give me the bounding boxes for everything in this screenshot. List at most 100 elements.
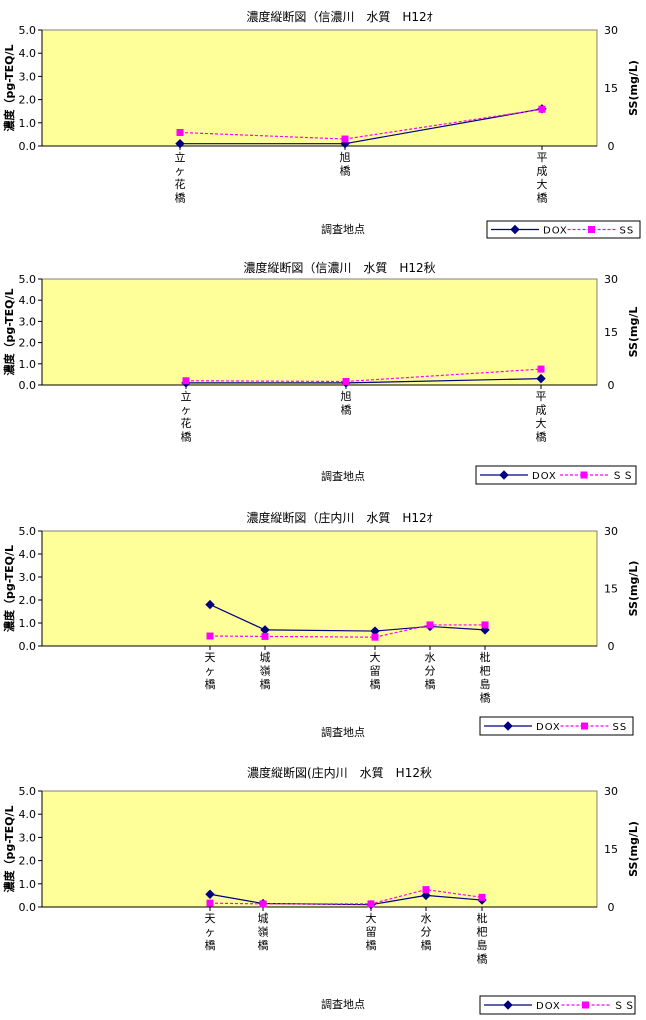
legend: DOX ＳＳ: [479, 995, 636, 1015]
data-point: [341, 135, 349, 143]
y-tick-label: 4.0: [19, 294, 37, 307]
legend-box: [479, 716, 634, 736]
category-label: 大留橋: [366, 911, 377, 952]
legend-box: [486, 220, 641, 239]
legend: DOX SS: [479, 716, 634, 736]
category-label: 水分橋: [425, 651, 436, 691]
legend-label: SS: [613, 722, 628, 733]
legend: DOX ＳＳ: [475, 465, 637, 485]
y2-tick-label: 0: [608, 379, 615, 392]
series-ss-2: [176, 105, 546, 143]
data-point: [481, 621, 489, 629]
data-point: [176, 128, 184, 136]
y-tick-label: 5.0: [19, 785, 37, 798]
y-axis-label: 濃度（pg-TEQ/L: [2, 44, 16, 131]
x-axis-label: 調査地点: [321, 222, 365, 236]
category-label: 城嶺橋: [260, 651, 271, 691]
legend-marker: [510, 224, 520, 235]
y-tick-label: 1.0: [19, 878, 37, 891]
data-point: [175, 138, 185, 149]
plot-area: [41, 530, 598, 647]
category-label: 立ヶ花橋: [175, 150, 186, 205]
y2-tick-label: 15: [604, 583, 618, 596]
legend-label: DOX: [536, 1001, 561, 1012]
y-tick-label: 3.0: [19, 831, 37, 844]
data-point: [259, 900, 267, 908]
legend-marker: [588, 226, 595, 233]
chart-title: 濃度縦断図（庄内川 水質 H12ｵ: [246, 510, 432, 525]
x-axis-label: 調査地点: [321, 725, 365, 739]
y-tick-label: 2.0: [19, 594, 37, 607]
y-tick-label: 1.0: [19, 358, 37, 371]
y-axis-label: 濃度（pg-TEQ/L: [2, 288, 16, 375]
legend-label: DOX: [536, 722, 561, 733]
legend-label: ＳＳ: [612, 471, 634, 482]
category-label: 城嶺橋: [258, 912, 269, 952]
y-tick-label: 4.0: [19, 47, 37, 60]
legend-box: [479, 995, 636, 1015]
y2-axis-label: SS(mg/L): [627, 821, 640, 877]
y-tick-label: 1.0: [19, 117, 37, 130]
plot-area: [41, 790, 598, 908]
chart-4: 濃度縦断図(庄内川 水質 H12秋 0.0 1.0 2.0 3.0 4.0 5.0 0 15 30…: [2, 765, 640, 1015]
legend-marker: [499, 470, 509, 480]
y2-axis-label: SS(mg/L: [627, 307, 640, 358]
x-axis-label: 調査地点: [321, 469, 365, 483]
data-point: [206, 632, 214, 640]
legend-label: DOX: [532, 471, 557, 482]
legend-label: SS: [620, 226, 635, 237]
data-point: [536, 373, 546, 384]
y2-tick-label: 0: [608, 901, 615, 914]
data-point: [342, 377, 350, 385]
plot-area: [41, 278, 598, 386]
y-tick-label: 4.0: [19, 808, 37, 821]
y2-tick-label: 30: [604, 785, 618, 798]
y2-tick-label: 15: [604, 843, 618, 856]
data-point: [538, 105, 546, 113]
y-tick-label: 2.0: [19, 337, 37, 350]
legend: DOX SS: [486, 220, 641, 239]
y-tick-label: 5.0: [19, 273, 37, 286]
y2-axis-label: SS(mg/L): [627, 561, 640, 617]
y2-tick-label: 30: [604, 525, 618, 538]
y2-axis-label: SS(mg/L): [627, 60, 640, 116]
y-tick-label: 0.0: [19, 640, 37, 653]
x-axis-label: 調査地点: [321, 997, 365, 1011]
legend-marker: [503, 1000, 513, 1010]
y2-tick-label: 0: [608, 140, 615, 153]
plot-area: [41, 29, 598, 147]
category-label: 天ヶ橋: [205, 651, 216, 691]
category-label: 旭橋: [340, 150, 351, 178]
y-tick-label: 0.0: [19, 379, 37, 392]
y2-tick-label: 15: [604, 326, 618, 339]
series--2: [206, 886, 486, 908]
legend-label: DOX: [543, 226, 568, 237]
category-label: 旭橋: [341, 389, 352, 417]
chart-title: 濃度縦断図(庄内川 水質 H12秋: [247, 765, 432, 780]
chart-title: 濃度縦断図（信濃川 水質 H12ｵ: [246, 9, 432, 24]
y-tick-label: 1.0: [19, 617, 37, 630]
chart-1: 濃度縦断図（信濃川 水質 H12ｵ 0.0 1.0 2.0 3.0 4.0 5.0 0 15 30…: [2, 9, 641, 239]
data-point: [182, 377, 190, 385]
y2-tick-label: 30: [604, 24, 618, 37]
legend-label: ＳＳ: [614, 1001, 636, 1012]
chart-title: 濃度縦断図（信濃川 水質 H12秋: [243, 260, 435, 275]
y-axis-label: 濃度（pg-TEQ/L: [2, 545, 16, 632]
chart-3: 濃度縦断図（庄内川 水質 H12ｵ 0.0 1.0 2.0 3.0 4.0 5.0 0 15 30…: [2, 510, 640, 739]
category-label: 天ヶ橋: [205, 912, 216, 952]
chart-2: 濃度縦断図（信濃川 水質 H12秋 0.0 1.0 2.0 3.0 4.0 5.0 0 15 30…: [2, 260, 640, 485]
data-point: [205, 889, 215, 899]
data-point: [421, 890, 431, 901]
y2-tick-label: 15: [604, 82, 618, 95]
y-tick-label: 5.0: [19, 525, 37, 538]
y-tick-label: 3.0: [19, 571, 37, 584]
data-point: [537, 365, 545, 373]
data-point: [261, 632, 269, 640]
category-label: 立ヶ花橋: [181, 389, 192, 444]
y-tick-label: 4.0: [19, 548, 37, 561]
legend-box: [475, 465, 637, 485]
y2-tick-label: 0: [608, 640, 615, 653]
y-tick-label: 0.0: [19, 140, 37, 153]
category-label: 枇杷島橋: [477, 911, 488, 966]
